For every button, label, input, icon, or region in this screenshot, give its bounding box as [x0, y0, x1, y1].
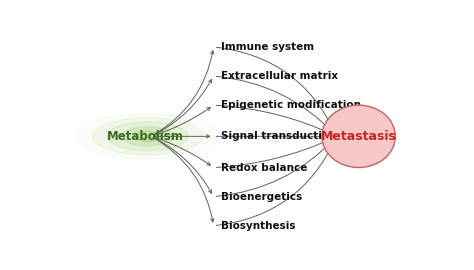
Text: Signal transduction: Signal transduction	[221, 131, 337, 141]
Ellipse shape	[122, 127, 173, 146]
FancyArrowPatch shape	[154, 138, 214, 222]
Text: Redox balance: Redox balance	[221, 163, 307, 173]
Ellipse shape	[135, 131, 160, 141]
FancyArrowPatch shape	[216, 138, 333, 167]
Text: Epigenetic modification: Epigenetic modification	[221, 100, 361, 110]
FancyArrowPatch shape	[216, 76, 334, 134]
Text: Metabolism: Metabolism	[107, 130, 184, 143]
FancyArrowPatch shape	[154, 51, 214, 135]
Ellipse shape	[107, 122, 188, 151]
FancyArrowPatch shape	[154, 135, 210, 138]
FancyArrowPatch shape	[154, 79, 212, 135]
Text: Extracellular matrix: Extracellular matrix	[221, 71, 338, 81]
Text: Bioenergetics: Bioenergetics	[221, 192, 302, 202]
FancyArrowPatch shape	[216, 140, 335, 225]
Text: Immune system: Immune system	[221, 42, 314, 52]
FancyArrowPatch shape	[216, 135, 333, 138]
FancyArrowPatch shape	[216, 105, 333, 135]
Text: Metastasis: Metastasis	[321, 130, 397, 143]
FancyArrowPatch shape	[216, 47, 335, 133]
Ellipse shape	[92, 118, 202, 155]
Text: Biosynthesis: Biosynthesis	[221, 221, 295, 231]
FancyArrowPatch shape	[154, 138, 212, 193]
FancyArrowPatch shape	[154, 137, 210, 165]
Ellipse shape	[322, 105, 395, 167]
FancyArrowPatch shape	[216, 139, 334, 196]
FancyArrowPatch shape	[154, 107, 210, 136]
